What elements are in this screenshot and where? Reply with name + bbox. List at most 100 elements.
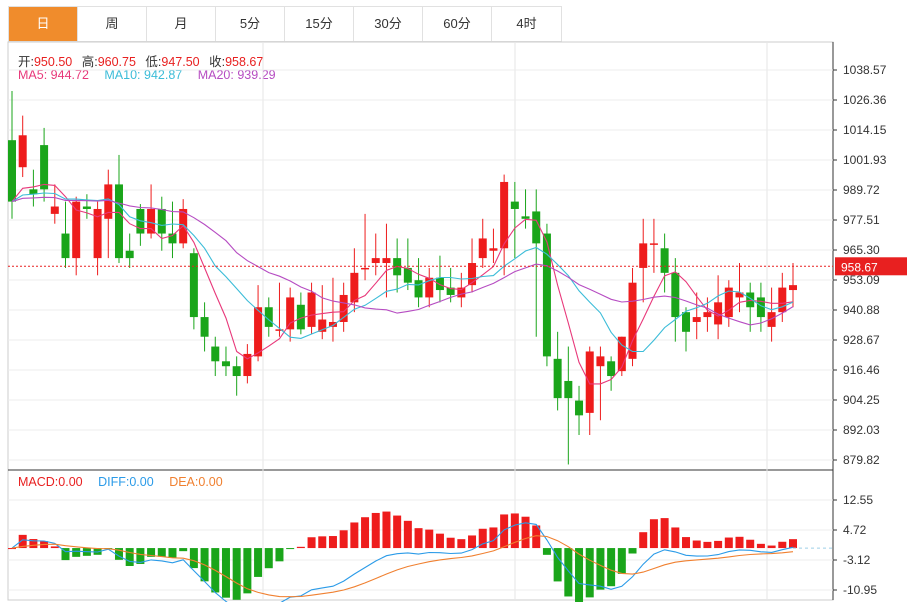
macd-bar (468, 535, 477, 549)
candle-body (639, 243, 648, 268)
macd-bar (660, 518, 669, 549)
close-value: 958.67 (225, 55, 264, 69)
macd-bar (778, 541, 787, 549)
candle-body (50, 206, 59, 214)
macd-bar (756, 543, 765, 549)
candle-body (649, 243, 658, 245)
candle-body (500, 181, 509, 249)
macd-bar (628, 548, 637, 554)
candle-body (532, 211, 541, 244)
macd-bar (307, 537, 316, 549)
candle-body (660, 248, 669, 273)
price-tick-label: 1026.36 (843, 93, 887, 107)
tab-6[interactable]: 60分 (423, 7, 492, 41)
candle-body (286, 297, 295, 330)
candle-body (468, 263, 477, 286)
candle-body (93, 208, 102, 259)
candle-body (724, 287, 733, 318)
price-tick-label: 953.09 (843, 273, 880, 287)
tab-2[interactable]: 月 (147, 7, 216, 41)
macd-bar (61, 548, 70, 561)
macd-bar (564, 548, 573, 597)
candle-body (318, 319, 327, 332)
macd-bar (735, 536, 744, 549)
candle-body (264, 307, 273, 327)
ma20-label: MA20: (197, 68, 234, 82)
candle-body (211, 346, 220, 362)
candle-body (114, 184, 123, 259)
candle-body (414, 280, 423, 298)
candle-body (564, 380, 573, 399)
tab-5[interactable]: 30分 (354, 7, 423, 41)
macd-value: 0.00 (58, 475, 83, 489)
price-tick-label: 1014.15 (843, 123, 887, 137)
tab-1[interactable]: 周 (78, 7, 147, 41)
candle-body (735, 292, 744, 298)
open-value: 950.50 (33, 55, 73, 69)
dea-label: DEA: (169, 475, 199, 489)
macd-bar (318, 536, 327, 549)
ma20-line (11, 196, 794, 326)
macd-tick-label: -10.95 (843, 583, 877, 597)
price-tick-label: 989.72 (843, 183, 880, 197)
macd-bar (264, 548, 273, 569)
macd-bar (478, 528, 487, 549)
high-value: 960.75 (97, 55, 136, 69)
price-tick-label: 892.03 (843, 423, 880, 437)
candle-body (61, 233, 70, 259)
candle-body (382, 258, 391, 264)
macd-bar (243, 548, 252, 594)
candle-body (40, 145, 49, 190)
candle-body (200, 317, 209, 337)
macd-bar (93, 548, 102, 555)
candle-body (104, 184, 113, 219)
candle-body (789, 285, 797, 291)
candle-body (307, 292, 316, 327)
candle-body (521, 216, 530, 219)
candle-body (339, 294, 348, 322)
macd-bar (435, 533, 444, 549)
candle-body (478, 238, 487, 259)
macd-bar (692, 540, 701, 549)
tab-4[interactable]: 15分 (285, 7, 354, 41)
tab-7[interactable]: 4时 (516, 16, 537, 31)
ma5-value: 944.72 (50, 68, 89, 82)
macd-bar (521, 516, 530, 549)
tab-0[interactable]: 日 (9, 7, 78, 41)
candle-body (682, 312, 691, 332)
low-label: 低: (145, 55, 162, 69)
macd-bar (189, 548, 198, 569)
candle-body (553, 358, 562, 399)
candle-body (446, 287, 455, 295)
macd-bar (296, 546, 305, 549)
macd-bar (275, 548, 284, 562)
price-tick-label: 940.88 (843, 303, 880, 317)
macd-bar (542, 548, 551, 555)
macd-bar (350, 522, 359, 549)
macd-bar (649, 519, 658, 549)
macd-bar (457, 539, 466, 549)
candle-body (328, 321, 337, 327)
candle-body (692, 317, 701, 322)
high-label: 高: (81, 55, 98, 69)
tab-3[interactable]: 5分 (216, 7, 285, 41)
dea-value: 0.00 (198, 475, 223, 489)
price-tick-label: 904.25 (843, 393, 880, 407)
candle-body (371, 258, 380, 264)
macd-label: MACD: (18, 475, 59, 489)
candle-body (296, 304, 305, 330)
macd-bar (682, 537, 691, 549)
macd-bar (72, 548, 81, 557)
candle-body (435, 277, 444, 291)
macd-bar (371, 512, 380, 549)
candle-body (617, 336, 626, 372)
macd-bar (510, 513, 519, 549)
macd-bar (168, 548, 177, 558)
macd-bar (596, 548, 605, 590)
open-label: 开: (18, 55, 34, 69)
macd-bar (382, 511, 391, 549)
candle-body (361, 267, 370, 270)
macd-bar (414, 528, 423, 549)
macd-bar (328, 536, 337, 549)
price-tick-label: 879.82 (843, 453, 880, 467)
